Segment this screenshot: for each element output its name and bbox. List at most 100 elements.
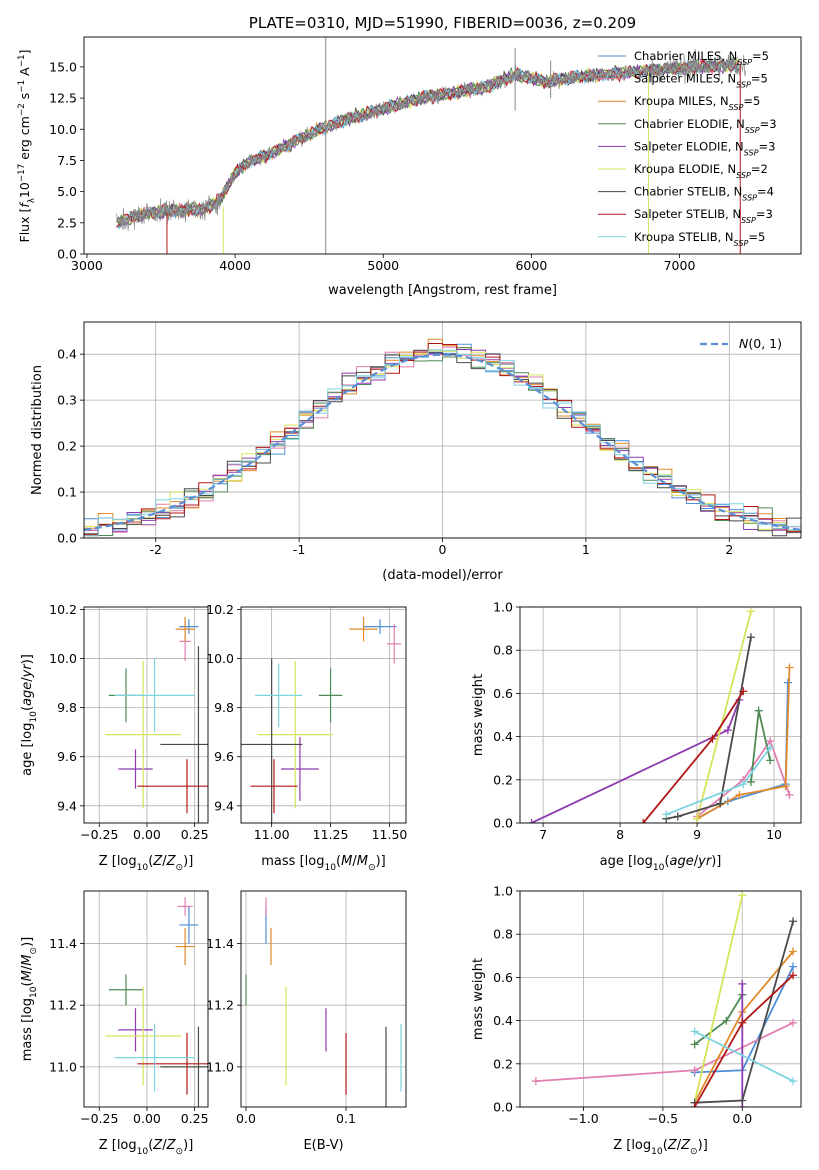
- weight-series-line: [693, 895, 744, 1103]
- normal-curve-line: [84, 353, 801, 531]
- y-tick-label: 7.5: [57, 153, 77, 168]
- x-axis-label: (data-model)/error: [382, 568, 503, 583]
- weight-point-marker: [639, 819, 648, 823]
- legend-label: Chabrier MILES, NSSP=5: [634, 49, 769, 67]
- legend-label: Chabrier STELIB, NSSP=4: [634, 185, 774, 203]
- legend-label: Salpeter MILES, NSSP=5: [634, 72, 768, 90]
- weight-point-marker: [716, 799, 725, 808]
- y-tick-label: 9.6: [57, 749, 77, 764]
- plot-area: [245, 897, 402, 1107]
- x-tick-label: 0.0: [732, 1111, 752, 1126]
- model-spectrum-line: [116, 57, 740, 228]
- x-axis-label: age [log10(age/yr)]: [600, 854, 722, 873]
- y-tick-label: 11.0: [206, 1059, 234, 1074]
- weight-point-marker: [735, 790, 744, 799]
- x-tick-label: 4000: [219, 258, 251, 273]
- legend-label: N(0, 1): [739, 336, 782, 351]
- age_vs_mass-panel: 11.00 11.25 11.50 9.4 9.6 9.8 10.0 10.2 mass [lo…: [206, 602, 407, 873]
- y-tick-label: 11.4: [206, 936, 234, 951]
- y-tick-label: 1.0: [493, 884, 513, 899]
- axes-frame: [83, 36, 802, 255]
- axes-frame: [519, 890, 802, 1108]
- weight-point-marker: [746, 607, 755, 616]
- plot-area: [531, 891, 798, 1107]
- y-tick-label: 0.4: [493, 1013, 513, 1028]
- weight-point-marker: [690, 1066, 699, 1075]
- x-tick-label: 0.0: [236, 1111, 256, 1126]
- weight-point-marker: [738, 891, 747, 900]
- plot-area: [116, 37, 747, 254]
- x-tick-label: 5000: [367, 258, 399, 273]
- axes-frame: [519, 606, 802, 824]
- residual-histogram: [84, 343, 801, 538]
- legend-label: Salpeter ELODIE, NSSP=3: [634, 139, 775, 157]
- x-tick-label: −1.0: [568, 1111, 598, 1126]
- weight-series-line: [531, 699, 741, 823]
- x-tick-label: 0: [439, 542, 447, 557]
- x-tick-label: 2: [725, 542, 733, 557]
- weight-point-marker: [690, 1103, 699, 1107]
- x-tick-label: 0.25: [181, 1111, 209, 1126]
- y-tick-label: 10.0: [49, 122, 77, 137]
- weight-point-marker: [789, 1018, 798, 1027]
- x-tick-label: −0.25: [80, 827, 118, 842]
- weight-point-marker: [738, 1018, 747, 1027]
- weight-point-marker: [738, 979, 747, 988]
- weight-series-line: [694, 1030, 794, 1082]
- mass_weight_vs_Z-panel: −1.0 −0.5 0.0 0.0 0.2 0.4 0.6 0.8 1.0 Z [log10(Z/…: [471, 884, 802, 1157]
- weight-point-marker: [722, 1016, 731, 1025]
- y-tick-label: 9.8: [57, 700, 77, 715]
- weight-point-marker: [662, 810, 671, 819]
- weight-point-marker: [738, 1096, 747, 1105]
- x-tick-label: −0.5: [648, 1111, 678, 1126]
- weight-point-marker: [789, 971, 798, 980]
- y-tick-label: 0.4: [493, 729, 513, 744]
- mass_vs_EBV-panel: 0.0 0.1 11.0 11.2 11.4 E(B-V): [206, 890, 407, 1153]
- x-tick-label: 0.00: [133, 1111, 161, 1126]
- weight-series-line: [535, 1021, 794, 1082]
- y-tick-label: 2.5: [57, 215, 77, 230]
- y-tick-label: 0.6: [493, 970, 513, 985]
- weight-series-line: [750, 710, 772, 783]
- plot-area: [527, 607, 794, 823]
- y-axis-label: age [log10(age/yr)]: [20, 654, 39, 776]
- y-tick-label: 11.0: [49, 1059, 77, 1074]
- mass_weight_vs_age-panel: 7 8 9 10 0.0 0.2 0.4 0.6 0.8 1.0 age [log10(age/yr…: [471, 600, 802, 873]
- y-tick-label: 11.2: [49, 998, 77, 1013]
- y-tick-label: 0.2: [57, 439, 77, 454]
- y-tick-label: 11.2: [206, 998, 234, 1013]
- weight-series-line: [696, 738, 791, 818]
- x-tick-label: 11.50: [372, 827, 408, 842]
- y-tick-label: 0.1: [57, 485, 77, 500]
- weight-point-marker: [781, 782, 790, 791]
- y-axis-label: mass [log10(M/M⊙)]: [20, 937, 39, 1061]
- x-axis-label: Z [log10(Z/Z⊙)]: [613, 1138, 708, 1157]
- x-tick-label: 0.25: [181, 827, 209, 842]
- weight-point-marker: [789, 917, 798, 926]
- observed-spectrum-line: [116, 48, 747, 232]
- y-tick-label: 10.0: [49, 651, 77, 666]
- y-tick-label: 10.2: [49, 602, 77, 617]
- residuals-panel: -2 -1 0 1 2 0.0 0.1 0.2 0.3 0.4 N(0, 1) (data-model…: [30, 321, 802, 583]
- weight-point-marker: [746, 633, 755, 642]
- weight-point-marker: [766, 756, 775, 765]
- plot-area: [84, 338, 801, 538]
- y-tick-label: 15.0: [49, 59, 77, 74]
- axes-frame: [83, 321, 802, 539]
- legend-label: Chabrier ELODIE, NSSP=3: [634, 117, 777, 135]
- axes-frame: [83, 606, 209, 824]
- y-axis-label: Normed distribution: [30, 365, 45, 495]
- y-tick-label: 9.4: [214, 798, 234, 813]
- y-tick-label: 0.2: [493, 772, 513, 787]
- weight-point-marker: [739, 780, 748, 789]
- mass_vs_Z-panel: −0.25 0.00 0.25 11.0 11.2 11.4 Z [log10(Z/Z⊙)]…: [20, 890, 209, 1157]
- y-tick-label: 0.0: [57, 531, 77, 546]
- weight-series-line: [696, 667, 791, 820]
- y-tick-label: 1.0: [493, 600, 513, 615]
- weight-point-marker: [690, 1040, 699, 1049]
- x-tick-label: 6000: [515, 258, 547, 273]
- y-tick-label: 0.4: [57, 347, 77, 362]
- y-tick-label: 0.8: [493, 927, 513, 942]
- y-tick-label: 12.5: [49, 91, 77, 106]
